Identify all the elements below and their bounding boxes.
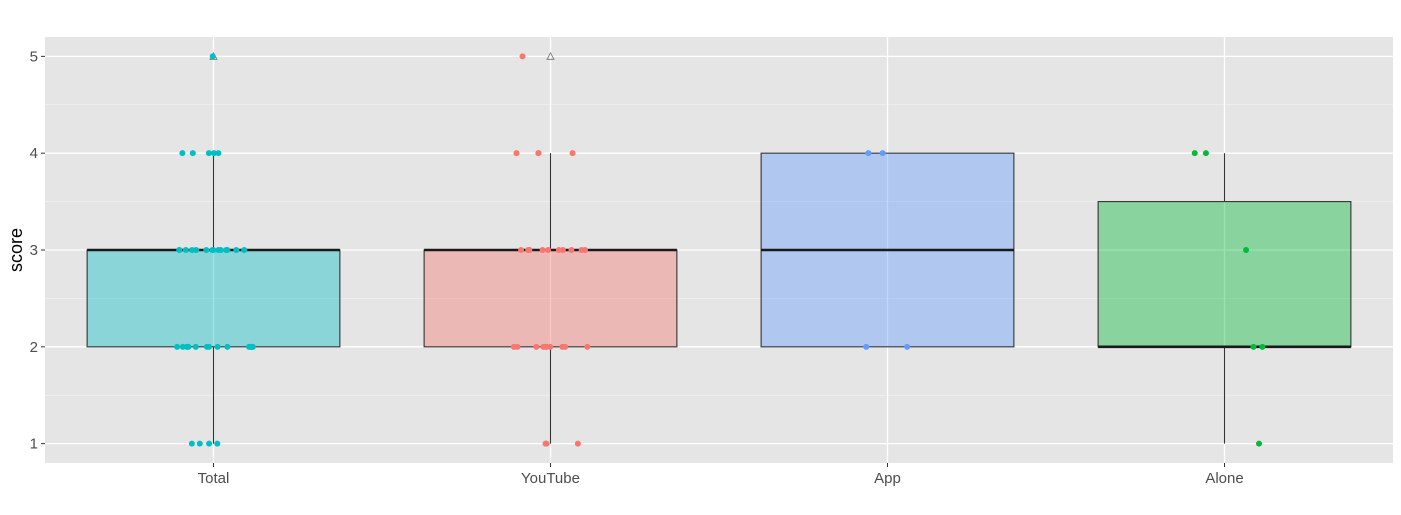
points-total: [174, 53, 256, 447]
box-alone: [1097, 153, 1352, 444]
data-point: [224, 247, 231, 253]
y-tick-label: 4: [30, 145, 38, 162]
data-point: [179, 150, 186, 157]
data-point: [1250, 343, 1257, 350]
x-tick-label: App: [874, 470, 901, 487]
data-point: [249, 343, 256, 350]
data-point: [569, 150, 576, 157]
data-point: [205, 150, 212, 157]
data-point: [215, 150, 222, 157]
data-point: [584, 343, 591, 350]
data-point: [183, 343, 190, 350]
data-point: [879, 150, 886, 157]
data-point: [542, 343, 549, 350]
y-tick-label: 3: [30, 242, 38, 259]
data-point: [547, 343, 554, 350]
y-axis-title: score: [6, 228, 26, 272]
data-point: [224, 343, 231, 350]
data-point: [189, 150, 196, 157]
data-point: [535, 150, 542, 157]
data-point: [510, 343, 517, 350]
box-app: [760, 152, 1015, 348]
data-point: [865, 150, 872, 157]
y-tick-label: 1: [30, 436, 38, 453]
data-point: [543, 440, 550, 447]
data-point: [533, 343, 540, 350]
data-point: [214, 343, 221, 350]
data-point: [241, 247, 248, 253]
data-point: [215, 247, 222, 253]
box-body: [423, 249, 678, 348]
data-point: [176, 247, 183, 253]
y-axis: 1 2 3 4 5: [30, 48, 45, 453]
y-tick-label: 5: [30, 48, 38, 65]
jitter-points-layer: [174, 53, 1266, 447]
data-point: [211, 150, 218, 157]
data-point: [1202, 150, 1209, 157]
data-point: [1259, 343, 1266, 350]
data-point: [206, 440, 213, 447]
data-point: [568, 247, 575, 253]
points-app: [863, 150, 911, 350]
data-point: [209, 53, 216, 60]
data-point: [513, 150, 520, 157]
box-body: [86, 249, 341, 348]
data-point: [1191, 150, 1198, 157]
data-point: [574, 440, 581, 447]
points-alone: [1191, 150, 1266, 447]
data-point: [518, 247, 525, 253]
data-point: [545, 247, 552, 253]
data-point: [519, 53, 526, 60]
y-tick-label: 2: [30, 339, 38, 356]
data-point: [182, 247, 189, 253]
data-point: [863, 343, 870, 350]
data-point: [196, 440, 203, 447]
data-point: [539, 247, 546, 253]
data-point: [233, 247, 240, 253]
box-body: [1097, 201, 1352, 348]
data-point: [214, 440, 221, 447]
data-point: [559, 343, 566, 350]
points-youtube: [510, 53, 591, 447]
outlier-marker: [546, 51, 555, 60]
data-point: [203, 343, 210, 350]
data-point: [189, 247, 196, 253]
x-tick-label: Total: [198, 470, 230, 487]
data-point: [904, 343, 911, 350]
data-point: [209, 247, 216, 253]
data-point: [578, 247, 585, 253]
data-point: [525, 247, 532, 253]
data-point: [188, 440, 195, 447]
x-tick-label: Alone: [1205, 470, 1243, 487]
data-point: [559, 247, 566, 253]
data-point: [1256, 440, 1263, 447]
data-point: [192, 343, 199, 350]
data-point: [174, 343, 181, 350]
x-axis: Total YouTube App Alone: [198, 463, 1244, 487]
x-tick-label: YouTube: [521, 470, 580, 487]
data-point: [203, 247, 210, 253]
data-point: [1243, 247, 1250, 253]
